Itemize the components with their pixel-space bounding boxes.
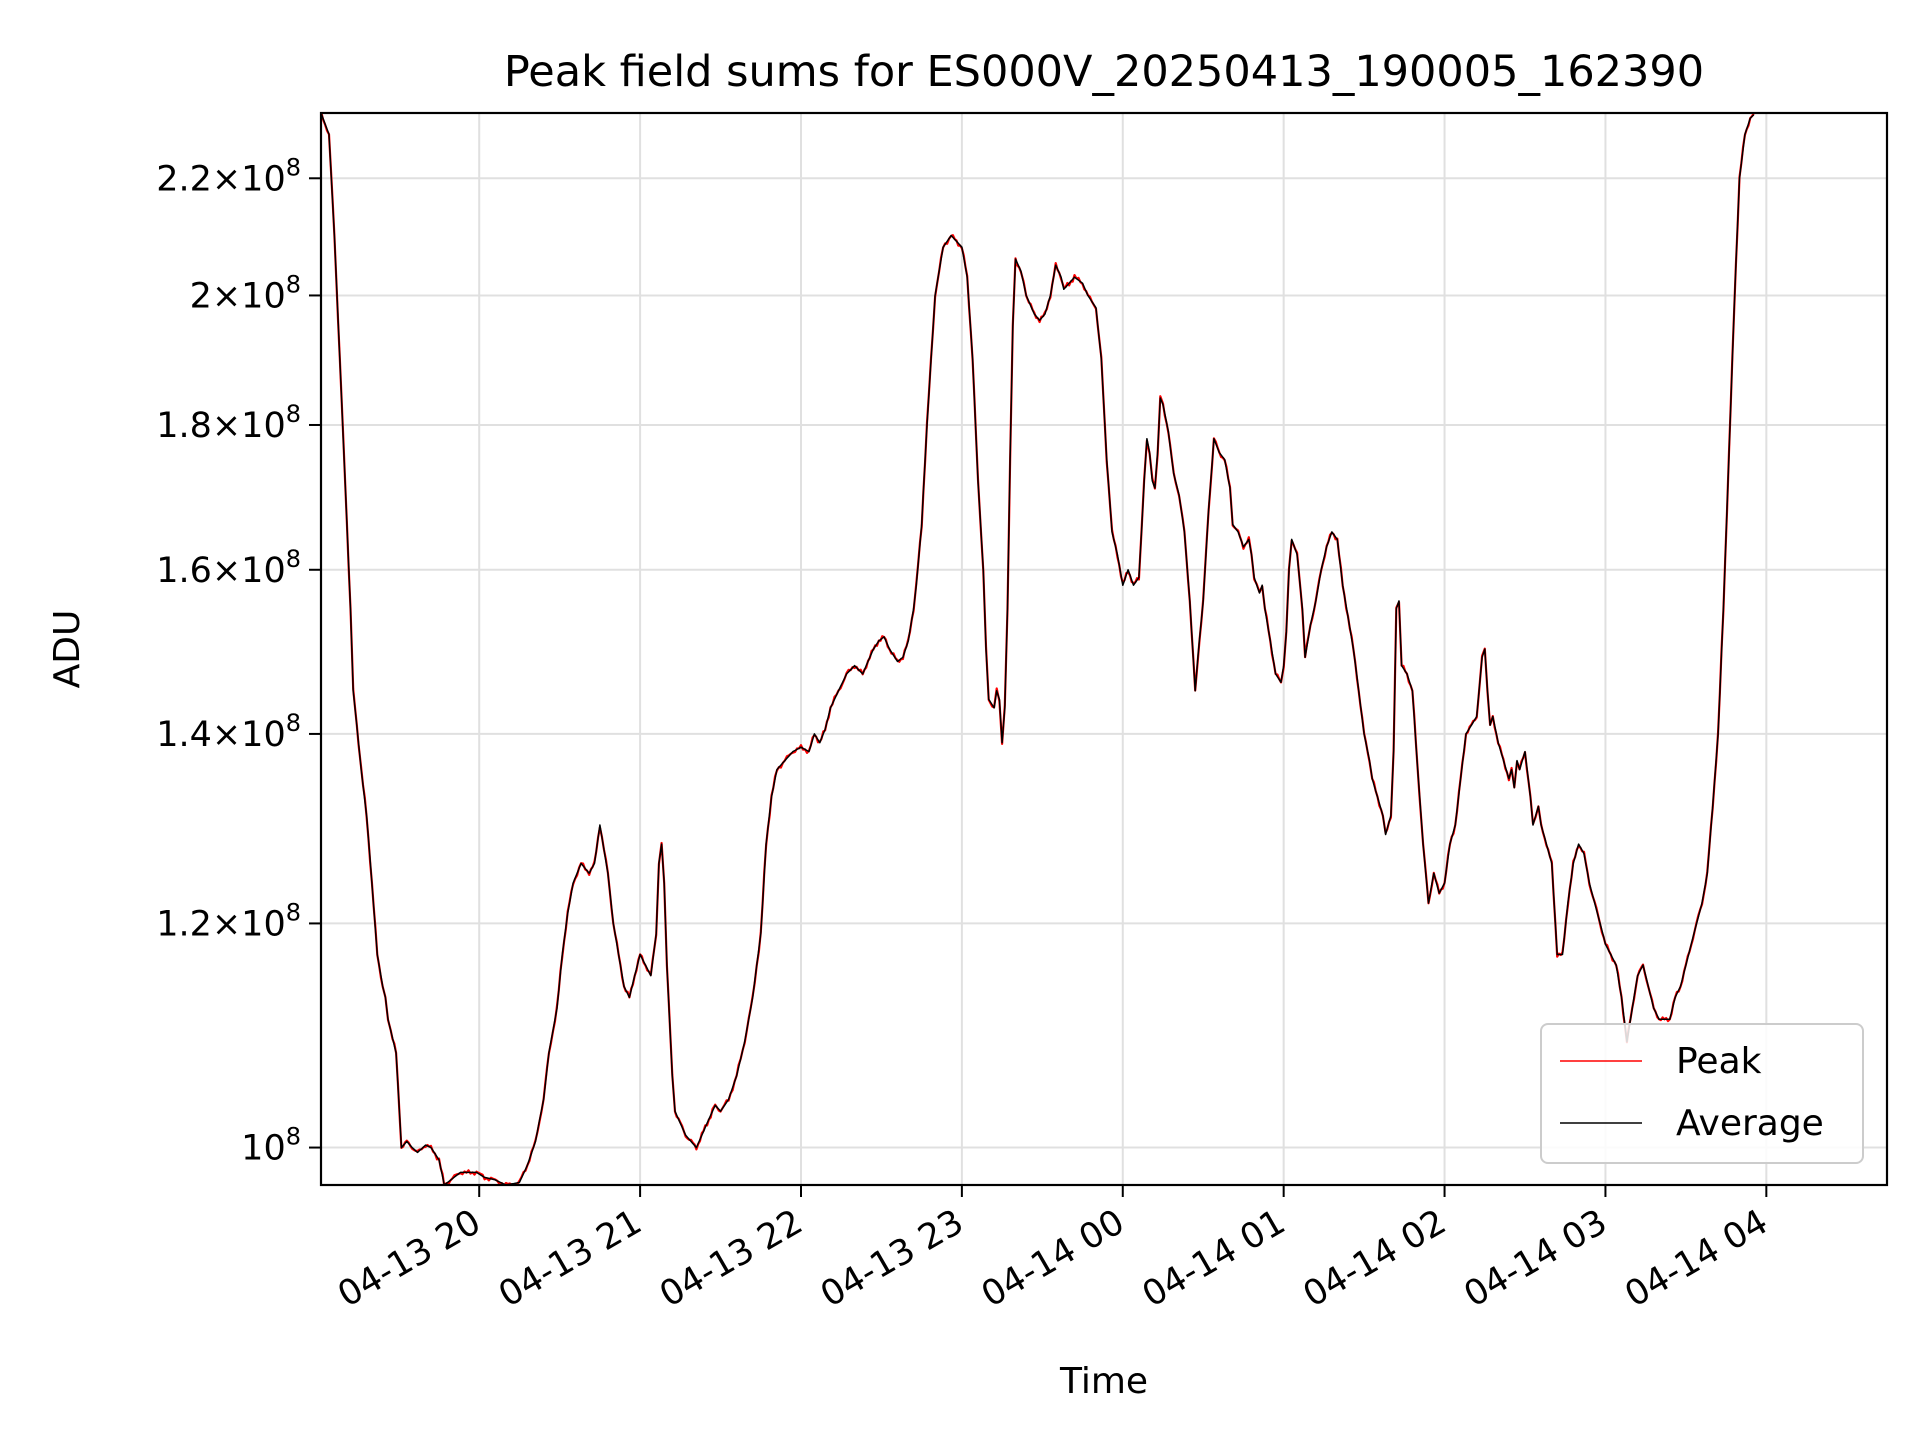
series-layer <box>321 113 1755 1185</box>
legend-label-peak: Peak <box>1676 1041 1762 1082</box>
y-tick-label: 1.4×108 <box>156 709 301 755</box>
chart-title: Peak field sums for ES000V_20250413_1900… <box>504 47 1704 97</box>
series-line-average <box>321 113 1755 1185</box>
y-tick-label: 1.6×108 <box>156 545 301 591</box>
y-tick-label: 1.2×108 <box>156 898 301 944</box>
y-axis-label: ADU <box>47 610 88 689</box>
y-tick-label: 2.2×108 <box>156 153 301 199</box>
y-tick-label: 108 <box>241 1123 301 1169</box>
legend: Peak Average <box>1540 1023 1864 1164</box>
y-tick-label: 1.8×108 <box>156 400 301 446</box>
legend-label-average: Average <box>1676 1103 1824 1144</box>
y-tick-label: 2×108 <box>190 270 301 316</box>
legend-box <box>1540 1023 1864 1164</box>
plot-frame <box>319 111 1889 1187</box>
x-axis-label: Time <box>1059 1361 1148 1402</box>
